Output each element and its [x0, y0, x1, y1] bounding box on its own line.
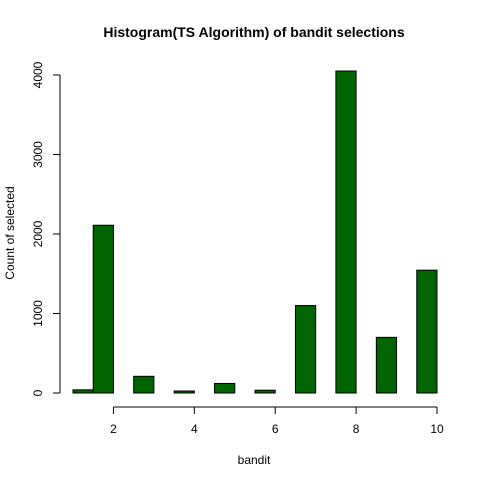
histogram-bar-2: [92, 224, 114, 394]
histogram-bar-4: [173, 390, 195, 394]
x-tick-label: 8: [353, 422, 360, 436]
histogram-bar-5: [214, 382, 236, 394]
histogram-bar-10: [416, 269, 438, 394]
y-tick-label: 4000: [31, 61, 45, 88]
y-tick-label: 3000: [31, 141, 45, 168]
y-axis: 0 1000 2000 3000 4000: [31, 61, 61, 396]
y-tick-label: 0: [31, 389, 45, 396]
y-tick-label: 1000: [31, 300, 45, 327]
x-tick-label: 4: [191, 422, 198, 436]
chart-title: Histogram(TS Algorithm) of bandit select…: [103, 24, 404, 40]
histogram-bar-1: [72, 389, 94, 394]
y-tick-label: 2000: [31, 220, 45, 247]
x-axis-label: bandit: [238, 453, 271, 467]
bars-layer: [72, 70, 438, 394]
histogram-bar-9: [375, 336, 398, 394]
histogram-bar-7: [294, 305, 317, 394]
x-tick-label: 2: [110, 422, 117, 436]
histogram-bar-3: [133, 375, 155, 394]
y-axis-label: Count of selected: [3, 186, 17, 279]
x-axis: 2 4 6 8 10: [110, 406, 444, 436]
x-tick-label: 6: [272, 422, 279, 436]
histogram-bar-8: [335, 70, 357, 394]
histogram-bar-6: [254, 389, 276, 394]
x-tick-label: 10: [430, 422, 444, 436]
